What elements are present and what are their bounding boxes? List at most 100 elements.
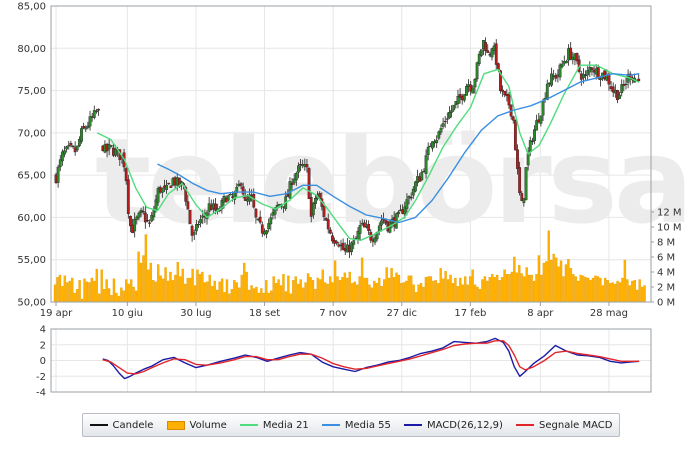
candle-body (569, 47, 573, 60)
volume-bar (191, 268, 194, 303)
media-55-line (157, 73, 640, 224)
candle-body (560, 63, 564, 68)
legend-swatch (403, 424, 422, 426)
candle-body (88, 116, 92, 127)
candle (535, 114, 539, 131)
volume-bar (297, 283, 300, 303)
volume-bar (483, 276, 487, 303)
price-tick-label: 80,00 (17, 44, 46, 55)
candle (260, 221, 264, 237)
candle-body (586, 70, 590, 76)
candle-body (58, 159, 62, 168)
volume-bar (488, 277, 492, 303)
candle (294, 171, 298, 186)
volume-bar (122, 290, 125, 303)
candle (60, 149, 64, 166)
volume-bar (132, 286, 135, 303)
volume-bar (444, 271, 447, 303)
volume-bar (274, 283, 278, 303)
legend-swatch (166, 420, 185, 430)
legend-label: Segnale MACD (539, 419, 613, 431)
candle (486, 44, 490, 54)
volume-bar (557, 266, 560, 303)
candle-body (611, 86, 615, 93)
volume-bar (449, 274, 452, 303)
candle (503, 90, 507, 98)
candle-body (490, 48, 494, 58)
candle (448, 106, 451, 120)
candle-body (80, 128, 83, 142)
candle (462, 94, 466, 103)
candle-body (503, 90, 507, 96)
volume-bar (284, 291, 288, 303)
candle-body (137, 212, 141, 218)
volume-bar (242, 262, 246, 303)
volume-bar (184, 283, 187, 303)
volume-bar (508, 274, 511, 303)
candle-body (496, 63, 500, 70)
volume-bar (535, 274, 538, 303)
candle-body (82, 126, 86, 129)
volume-bar (73, 292, 76, 303)
volume-bar (196, 269, 199, 303)
volume-bar (206, 281, 209, 303)
price-axis-labels: 50,00 55,00 60,00 65,00 70,00 75,00 80,00 85,00 (17, 2, 46, 309)
candle-body (590, 67, 594, 70)
candle-body (448, 111, 451, 119)
candle-body (228, 194, 232, 196)
candle (75, 145, 79, 152)
candle (458, 88, 462, 104)
candle-body (56, 166, 60, 183)
legend-item: Media 55 (321, 419, 391, 431)
volume-bar (331, 282, 334, 303)
volume-bar (527, 274, 531, 303)
volume-bar (542, 262, 546, 303)
candle (160, 187, 164, 198)
volume-bar (380, 286, 383, 303)
candle (569, 42, 573, 61)
candle (220, 198, 224, 214)
candle (88, 110, 92, 131)
candle-body (252, 193, 256, 208)
volume-bar (75, 289, 79, 303)
candle-body (269, 217, 273, 225)
candle (362, 219, 366, 228)
candle (443, 116, 447, 128)
candle-body (199, 219, 203, 224)
candle (394, 212, 398, 229)
candle (450, 105, 453, 118)
candle (611, 82, 615, 97)
candle-body (450, 110, 453, 113)
candle (331, 232, 334, 244)
volume-bar (496, 274, 499, 303)
candle-body (558, 64, 562, 78)
volume-bar (211, 286, 214, 303)
volume-bar (594, 275, 597, 303)
candle (445, 112, 449, 124)
candle-body (465, 86, 468, 96)
candle-body (167, 182, 171, 185)
candle (84, 125, 88, 133)
candle (520, 190, 524, 201)
volume-bar (105, 279, 108, 303)
legend-label: Media 55 (344, 419, 391, 431)
candle-body (65, 146, 69, 150)
volume-bar (161, 278, 165, 303)
volume-bar (613, 283, 617, 303)
volume-bar (631, 280, 634, 303)
volume-bar (93, 280, 96, 303)
volume-bar (125, 279, 128, 303)
candle-body (311, 203, 315, 216)
candle (479, 49, 483, 58)
candle-body (273, 207, 277, 215)
legend-item: Media 21 (239, 420, 309, 431)
price-tick-label: 85,00 (17, 2, 46, 13)
volume-bar (154, 281, 157, 303)
volume-bar (537, 255, 541, 303)
volume-bar (491, 274, 494, 303)
candle (326, 213, 330, 234)
volume-bar (562, 276, 565, 303)
volume-bar (628, 285, 632, 303)
candle (575, 52, 579, 65)
volume-bar (213, 280, 216, 303)
